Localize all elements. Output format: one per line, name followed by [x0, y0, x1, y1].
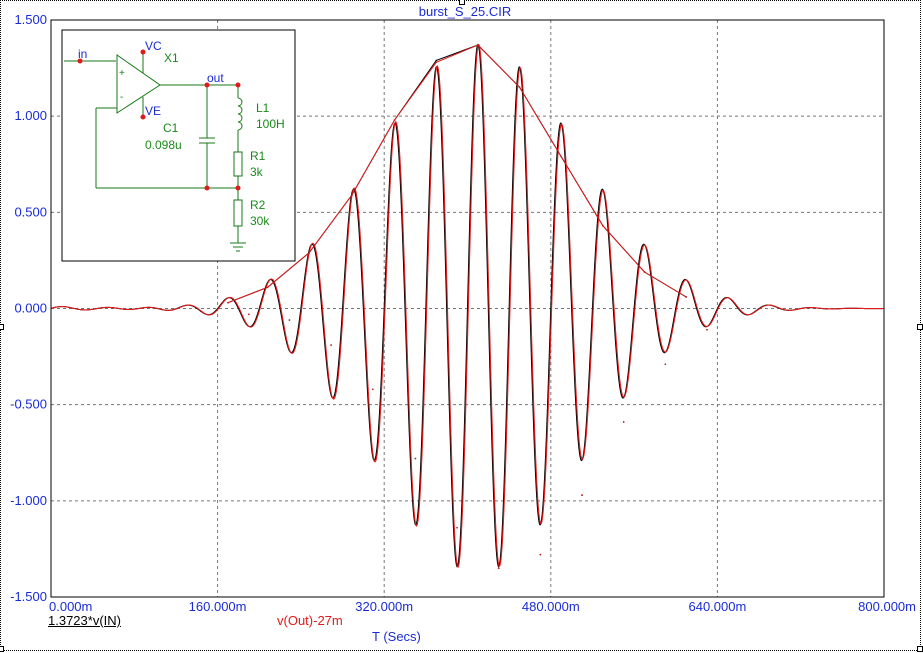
x-tick-label: 800.000m [858, 599, 916, 614]
opamp-plus: + [119, 68, 125, 79]
plot-area-border [50, 19, 885, 598]
x-tick-label: 320.000m [355, 599, 413, 614]
resize-handle-bottom-right[interactable] [917, 646, 923, 652]
resize-handle-right[interactable] [917, 324, 923, 330]
label-r1-value: 3k [250, 165, 264, 179]
series-layer [50, 43, 884, 569]
label-c1-name: C1 [163, 121, 179, 135]
peak-point [266, 286, 269, 289]
resize-handle-bottom-left[interactable] [0, 646, 4, 652]
label-out: out [207, 71, 224, 85]
peak-point [227, 301, 229, 304]
trough-point [414, 457, 417, 460]
peak-point [393, 119, 396, 121]
x-axis-label: T (Secs) [372, 629, 421, 644]
label-r1-name: R1 [250, 149, 266, 163]
peak-point [643, 271, 646, 273]
schematic-wires [64, 53, 246, 252]
trough-point [288, 319, 291, 321]
peak-point [477, 44, 479, 46]
peak-point [351, 194, 353, 196]
label-c1-value: 0.098u [145, 138, 182, 152]
trough-point [664, 363, 667, 366]
trough-point [456, 526, 458, 529]
trough-point [622, 421, 625, 423]
y-tick-label: -1.500 [10, 589, 47, 604]
resize-handle-top[interactable] [459, 0, 465, 5]
x-tick-label: 0.000m [49, 599, 92, 614]
peak-point [602, 224, 604, 227]
x-tick-label: 160.000m [189, 599, 247, 614]
trough-point [581, 494, 583, 496]
schematic-box [61, 29, 296, 262]
series-out-line [50, 44, 884, 568]
label-l1-value: 100H [256, 117, 285, 131]
label-ve: VE [145, 104, 161, 118]
x-tick-label: 480.000m [522, 599, 580, 614]
plot-title: burst_S_25.CIR [418, 4, 512, 19]
trough-point [330, 344, 332, 346]
peak-point [435, 61, 438, 64]
resize-handle-left[interactable] [0, 324, 4, 330]
y-tick-label: 1.000 [14, 108, 47, 123]
legend-entry-in[interactable]: 1.3723*v(IN) [48, 613, 121, 628]
y-tick-label: 0.500 [14, 204, 47, 219]
trough-point [371, 388, 374, 391]
schematic-inset: in VC VE X1 + - out L1 100H C1 0.098u R1… [61, 29, 296, 262]
trough-point [248, 313, 250, 316]
inductor-coil [237, 97, 243, 131]
peak-point [685, 296, 687, 298]
y-tick-label: -0.500 [10, 397, 47, 412]
trough-point [706, 328, 708, 331]
axes [50, 19, 885, 598]
schematic-nodes [77, 49, 241, 191]
trough-point [539, 553, 542, 556]
x-tick-label: 640.000m [688, 599, 746, 614]
peak-point [518, 86, 521, 89]
envelope-out [227, 44, 687, 304]
tick-labels: 1.5001.0000.5000.000-0.500-1.000-1.5000.… [10, 12, 916, 614]
y-tick-label: 1.500 [14, 12, 47, 27]
peak-point [435, 59, 438, 62]
label-in: in [78, 47, 87, 61]
opamp-symbol [116, 54, 161, 114]
label-opamp: X1 [164, 51, 179, 65]
opamp-minus: - [120, 92, 123, 103]
peak-point [308, 251, 311, 254]
y-tick-label: 0.000 [14, 301, 47, 316]
y-tick-label: -1.000 [10, 493, 47, 508]
trough-point [497, 567, 500, 569]
peak-point [560, 155, 563, 158]
label-l1-name: L1 [256, 101, 270, 115]
label-vc: VC [145, 39, 162, 53]
label-r2-value: 30k [250, 214, 270, 228]
envelope-in [227, 44, 687, 304]
label-r2-name: R2 [250, 198, 266, 212]
legend-entry-out[interactable]: v(Out)-27m [277, 613, 343, 628]
